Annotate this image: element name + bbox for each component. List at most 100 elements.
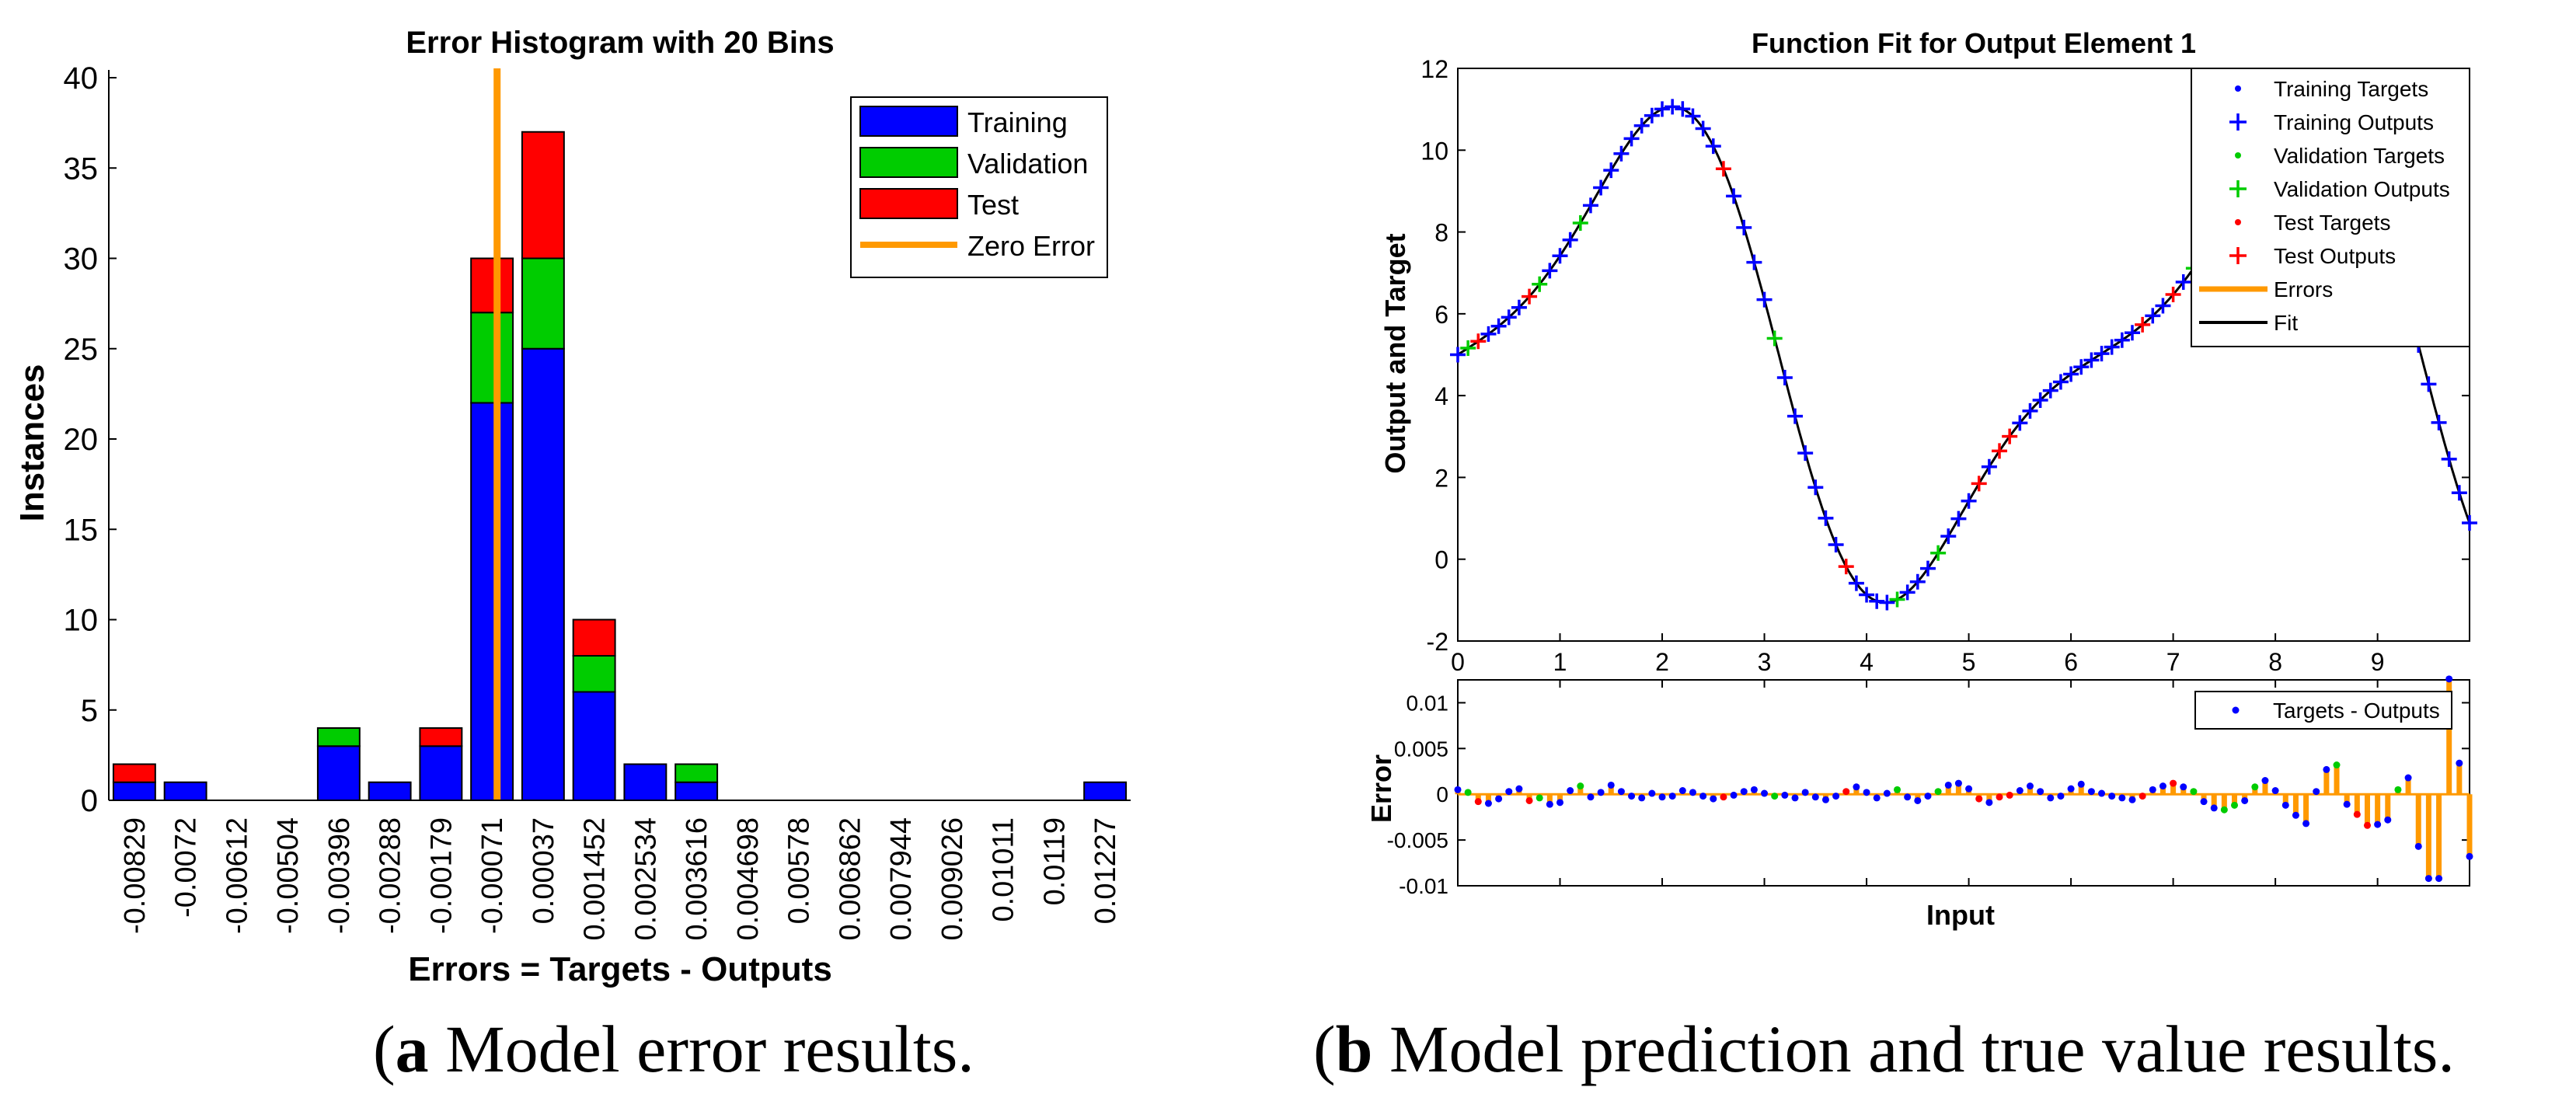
error-point (2302, 820, 2310, 827)
error-point (1944, 781, 1952, 789)
error-point (2466, 852, 2473, 860)
fit-legend-label: Validation Targets (2274, 144, 2445, 168)
error-point (2424, 875, 2432, 883)
histogram-bar-training (316, 745, 361, 801)
error-point (1934, 788, 1942, 796)
error-point (1761, 789, 1769, 797)
error-point (2384, 816, 2392, 824)
histogram-bar-training (419, 745, 463, 801)
fit-output-marker (2073, 359, 2090, 375)
fit-x-tick-label: 1 (1553, 648, 1567, 676)
error-point (1740, 788, 1748, 796)
error-point (1505, 788, 1513, 796)
error-legend-box (2194, 691, 2452, 730)
error-point (1801, 789, 1809, 796)
error-point (2251, 783, 2259, 791)
fit-x-tick-label: 7 (2166, 648, 2180, 676)
fit-x-tick-label: 4 (1860, 648, 1874, 676)
error-point (2077, 780, 2085, 788)
fit-output-marker (2135, 316, 2151, 333)
error-point (1985, 799, 1993, 807)
histogram-x-tick-label: 0.01011 (988, 817, 1020, 922)
fit-output-marker (1460, 340, 1476, 357)
error-point (1894, 786, 1901, 793)
fit-output-marker (1593, 179, 1609, 196)
error-point (2343, 800, 2351, 808)
error-point (2414, 842, 2422, 850)
fit-output-marker (2155, 298, 2171, 314)
histogram-x-tick-label: 0.003616 (681, 817, 713, 941)
fit-x-tick-label: 5 (1962, 648, 1976, 676)
fit-output-marker (1685, 108, 1701, 124)
fit-y-tick-label: 12 (1420, 55, 1448, 83)
error-point (1597, 789, 1605, 796)
histogram-x-tick-label: -0.00612 (221, 817, 253, 934)
fit-output-marker (1807, 479, 1824, 496)
fit-y-tick-label: 4 (1434, 382, 1448, 410)
error-point (2210, 804, 2218, 812)
histogram-title: Error Histogram with 20 Bins (406, 26, 834, 60)
error-point (2159, 782, 2166, 790)
fit-output-marker (2052, 374, 2069, 390)
error-y-tick-label: 0.005 (1394, 737, 1448, 761)
histogram-legend-swatch (859, 188, 958, 219)
histogram-y-tick-label: 40 (64, 61, 99, 96)
error-point (2128, 796, 2136, 803)
error-point (1648, 789, 1656, 797)
fit-legend-marker (2235, 85, 2241, 92)
fit-legend-marker (2229, 247, 2247, 264)
fit-output-marker (2125, 325, 2140, 341)
fit-output-marker (1582, 197, 1598, 214)
error-point (1914, 796, 1922, 804)
error-point (1730, 791, 1738, 799)
fit-output-marker (1470, 333, 1487, 350)
histogram-x-tick-label: -0.00396 (323, 817, 356, 934)
fit-output-marker (1818, 510, 1834, 526)
caption-b: (b Model prediction and true value resul… (1313, 1012, 2455, 1086)
histogram-bar-validation (521, 257, 565, 350)
error-y-tick-label: 0 (1436, 782, 1448, 807)
fit-x-tick-label: 3 (1758, 648, 1772, 676)
fit-output-marker (1981, 458, 1997, 475)
error-point (1863, 789, 1870, 796)
error-point (2363, 821, 2371, 829)
error-point (1853, 783, 1860, 791)
fit-legend-label: Test Targets (2274, 211, 2390, 235)
fit-output-marker (1869, 593, 1885, 609)
histogram-bar-validation (316, 727, 361, 747)
caption-b-text: Model prediction and true value results. (1372, 1012, 2455, 1086)
histogram-bar-test (419, 727, 463, 747)
error-point (1577, 782, 1584, 790)
fit-output-marker (2431, 414, 2447, 430)
error-point (2445, 675, 2453, 683)
error-point (2313, 788, 2320, 796)
fit-output-marker (1971, 476, 1987, 492)
histogram-bar-training (368, 781, 412, 801)
error-point (1791, 794, 1799, 802)
fit-output-marker (1797, 445, 1814, 462)
histogram-y-tick-label: 10 (64, 604, 99, 638)
error-point (2231, 801, 2239, 809)
error-point (2047, 794, 2055, 802)
histogram-axes: -0.00829 -0.0072 -0.00612 -0.00504 -0.00396-… (64, 61, 1131, 941)
error-point (1842, 788, 1850, 796)
fit-output-marker (1919, 560, 1936, 577)
histogram-x-tick-label: -0.0072 (170, 817, 203, 918)
error-point (2118, 794, 2126, 802)
fit-output-marker (2032, 392, 2048, 409)
error-y-tick-label: -0.005 (1387, 828, 1448, 852)
fit-output-marker (1542, 263, 1558, 279)
histogram-y-tick-label: 5 (81, 694, 98, 728)
error-point (1873, 794, 1881, 802)
fit-legend-label: Test Outputs (2274, 244, 2396, 268)
histogram-bar-test (470, 257, 514, 314)
error-point (2333, 761, 2341, 769)
error-point (1710, 795, 1717, 803)
error-point (2281, 801, 2289, 809)
histogram-bar-test (521, 131, 565, 260)
error-point (2241, 796, 2249, 804)
fit-output-marker (1961, 493, 1977, 509)
error-point (2037, 788, 2044, 796)
fit-output-marker (1664, 99, 1681, 115)
